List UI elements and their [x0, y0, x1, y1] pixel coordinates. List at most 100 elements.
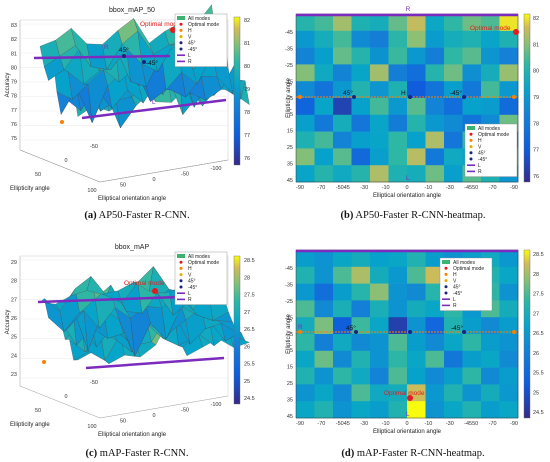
panel-d-x-tick-5: 0 [405, 421, 408, 427]
legend-item-5: -45° [478, 157, 487, 163]
heatmap-cell [499, 300, 519, 318]
heatmap-cell [370, 334, 389, 352]
legend-item-1: Optimal mode [453, 266, 484, 272]
heatmap-cell [351, 14, 371, 32]
panel-a-cb-tick-3: 79 [244, 87, 250, 93]
heatmap-cell [296, 30, 315, 48]
heatmap-cell [407, 148, 426, 166]
panel-a-optimal-marker [170, 27, 176, 33]
panel-c-z-label: Accuracy [5, 310, 11, 335]
heatmap-cell [333, 148, 352, 166]
legend-item-0: All modes [188, 254, 210, 260]
panel-d-m45-label: -45° [451, 324, 463, 332]
heatmap-cell [444, 148, 463, 166]
panel-d-y-tick-6: 15 [287, 365, 293, 371]
panel-b-x-tick-4: -10 [382, 185, 390, 191]
legend-item-0: All modes [188, 16, 210, 22]
heatmap-cell [407, 250, 426, 268]
heatmap-cell [296, 14, 315, 32]
heatmap-cell [370, 47, 389, 65]
panel-b-y-tick-0: -45 [285, 30, 293, 36]
heatmap-cell [314, 300, 334, 318]
legend-item-6: L [453, 297, 456, 303]
heatmap-cell [296, 98, 315, 116]
panel-a-cb-tick-1: 81 [244, 41, 250, 47]
heatmap-cell [388, 300, 408, 318]
heatmap-cell [444, 401, 463, 419]
panel-b-x-tick-6: -10 [424, 185, 432, 191]
legend-item-6: L [188, 291, 191, 297]
panel-c-L-line [85, 356, 225, 370]
legend-swatch-4 [444, 285, 448, 289]
panel-b-x-tick-1: -70 [317, 185, 325, 191]
heatmap-cell [425, 334, 445, 352]
heatmap-cell [444, 350, 463, 368]
legend-item-1: Optimal mode [478, 132, 509, 138]
heatmap-cell [314, 148, 334, 166]
heatmap-cell [296, 47, 315, 65]
panel-c-caption: (c) mAP-Faster R-CNN. [86, 448, 189, 459]
heatmap-cell [407, 401, 426, 419]
heatmap-cell [425, 14, 445, 32]
heatmap-cell [314, 350, 334, 368]
panel-a-z-tick-6: 77 [11, 108, 17, 114]
heatmap-cell [388, 47, 408, 65]
panel-a-z-tick-1: 82 [11, 37, 17, 43]
panel-a-m45-label: -45° [146, 59, 158, 67]
heatmap-cell [314, 384, 334, 402]
heatmap-cell [351, 367, 371, 385]
panel-b-cb-tick-3: 79 [533, 95, 539, 101]
panel-d-m45-marker [462, 330, 466, 334]
heatmap-cell [462, 401, 482, 419]
panel-a-z-tick-5: 78 [11, 94, 17, 100]
heatmap-cell [481, 81, 500, 99]
heatmap-cell [481, 384, 500, 402]
heatmap-cell [333, 30, 352, 48]
heatmap-cell [333, 98, 352, 116]
legend-box [174, 13, 228, 67]
panel-b-x-tick-0: -90 [296, 185, 304, 191]
heatmap-cell [296, 350, 315, 368]
legend-item-1: Optimal mode [188, 22, 219, 28]
heatmap-cell [407, 266, 426, 284]
heatmap-cell [425, 114, 445, 132]
panel-b-y-tick-3: -15 [285, 79, 293, 85]
panel-b-y-tick-4: -5 [288, 96, 293, 102]
panel-c-x-ticks: 50 0 -50 [35, 380, 98, 414]
heatmap-cell [444, 367, 463, 385]
heatmap-cell [296, 317, 315, 335]
panel-d-h-marker-left [298, 330, 302, 334]
heatmap-cell [425, 384, 445, 402]
panel-d-colorbar-ticks: 28.5 28 27.5 27 26.5 26 25.5 25 24.5 [533, 252, 544, 416]
panel-a-m45-marker [142, 60, 146, 64]
heatmap-cell [425, 165, 445, 183]
legend-swatch-2 [469, 138, 473, 142]
panel-c-surface: bbox_mAP 29 28 27 26 25 24 23 50 0 -50 100 50 0 -50… [5, 244, 255, 459]
heatmap-cell [351, 30, 371, 48]
heatmap-cell [407, 367, 426, 385]
heatmap-cell [333, 81, 352, 99]
panel-b-caption: (b) AP50-Faster R-CNN-heatmap. [341, 210, 486, 221]
panel-d-y-tick-0: -45 [285, 266, 293, 272]
panel-b-y-tick-9: 45 [287, 178, 293, 184]
panel-b-x-tick-3: -30 [360, 185, 368, 191]
panel-b-y-tick-2: -25 [285, 63, 293, 69]
heatmap-cell [407, 47, 426, 65]
heatmap-cell [388, 266, 408, 284]
panel-a-colorbar [233, 16, 241, 166]
panel-a-axes [19, 19, 229, 183]
heatmap-cell [370, 266, 389, 284]
panel-d-caption: (d) mAP-Faster R-CNN-heatmap. [341, 448, 484, 459]
panel-b-p45-label: 45° [343, 89, 353, 97]
panel-d-x-tick-10: -90 [510, 421, 518, 427]
legend-item-7: R [188, 297, 192, 303]
panel-c-cb-tick-7: 25 [244, 379, 250, 385]
heatmap-cell [314, 14, 334, 32]
heatmap-cell [481, 30, 500, 48]
panel-c-axes [19, 255, 229, 419]
heatmap-cell [333, 367, 352, 385]
legend-swatch-4 [469, 151, 473, 155]
legend-swatch-4 [179, 279, 183, 283]
panel-a-caption: (a) AP50-Faster R-CNN. [84, 210, 189, 221]
